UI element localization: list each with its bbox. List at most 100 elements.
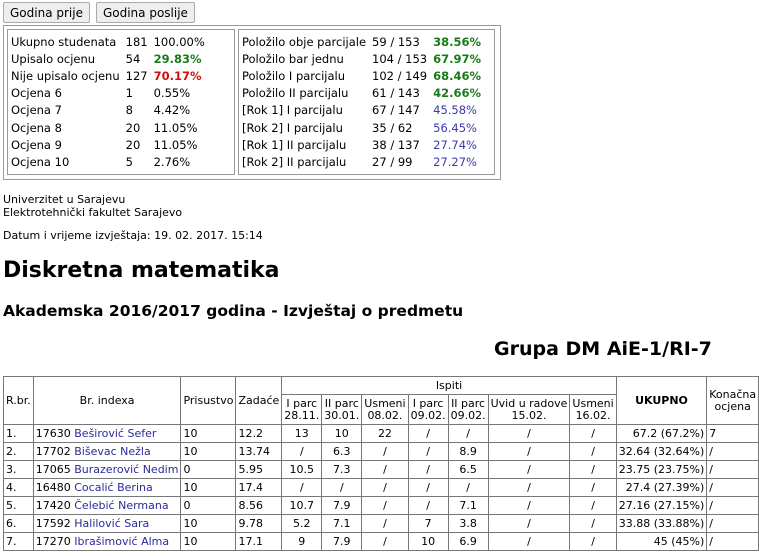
stat-label: Položilo II parcijalu — [242, 86, 349, 101]
cell-exam: / — [487, 514, 571, 533]
student-name-link[interactable]: Čelebić Nermana — [74, 499, 169, 512]
student-name-link[interactable]: Halilović Sara — [74, 517, 150, 530]
previous-year-button[interactable]: Godina prije — [3, 2, 90, 23]
stat-count: 1 — [125, 86, 133, 101]
exam-date: 15.02. — [511, 408, 547, 422]
cell-student: 17592 Halilović Sara — [32, 514, 182, 533]
stat-row: Ocjena 10 5 2.76% — [8, 153, 208, 170]
course-title: Diskretna matematika — [3, 258, 280, 283]
student-name-link[interactable]: Burazerović Nedim — [74, 463, 179, 476]
cell-exam: / — [321, 478, 363, 497]
stat-row: Položilo I parcijalu 102 / 149 68.46% — [239, 67, 484, 84]
cell-rbr: 1. — [3, 424, 34, 443]
grade-statistics: Ukupno studenata 181 100.00% Upisalo ocjenu… — [7, 29, 235, 175]
stat-count: 54 — [125, 51, 141, 66]
stat-percent: 68.46% — [433, 68, 482, 83]
cell-student: 17270 Ibrašimović Alma — [32, 532, 182, 551]
stat-count: 27 / 99 — [372, 154, 413, 169]
cell-student: 17630 Beširović Sefer — [32, 424, 182, 443]
cell-exam: / — [281, 478, 323, 497]
cell-rbr: 2. — [3, 442, 34, 461]
cell-final-grade: / — [706, 478, 759, 497]
year-navigation: Godina prije Godina poslije — [3, 2, 201, 23]
exam-statistics: Položilo obje parcijale 59 / 153 38.56% Pol… — [238, 29, 495, 175]
cell-exam: 3.8 — [447, 514, 489, 533]
cell-exam: / — [487, 532, 571, 551]
stat-count: 61 / 143 — [372, 86, 420, 101]
stat-row: Položilo bar jednu 104 / 153 67.97% — [239, 50, 484, 67]
cell-total: 27.16 (27.15%) — [615, 496, 708, 515]
stat-label: Nije upisalo ocjenu — [11, 68, 120, 83]
stat-row: Položilo II parcijalu 61 / 143 42.66% — [239, 85, 484, 102]
stat-label: Ocjena 6 — [11, 86, 62, 101]
student-name-link[interactable]: Cocalić Berina — [74, 481, 153, 494]
cell-exam: 9 — [281, 532, 323, 551]
cell-exam: 10 — [321, 424, 363, 443]
cell-exam: / — [361, 532, 409, 551]
stat-label: Ocjena 9 — [11, 137, 62, 152]
cell-exam: 7.1 — [447, 496, 489, 515]
cell-total: 32.64 (32.64%) — [615, 442, 708, 461]
stat-row: [Rok 1] II parcijalu 38 / 137 27.74% — [239, 136, 484, 153]
exam-name: I parc — [412, 396, 444, 410]
cell-exam: / — [569, 442, 617, 461]
stat-count: 5 — [125, 154, 133, 169]
student-name-link[interactable]: Beširović Sefer — [74, 427, 157, 440]
cell-final-grade: 7 — [706, 424, 759, 443]
exam-name: Usmeni — [364, 396, 406, 410]
cell-attendance: 0 — [180, 460, 237, 479]
stat-percent: 27.27% — [433, 154, 477, 169]
exam-name: II parc — [451, 396, 486, 410]
cell-exam: 6.5 — [447, 460, 489, 479]
stat-count: 20 — [125, 137, 141, 152]
header-exams: Ispiti — [281, 376, 617, 395]
stat-count: 127 — [125, 68, 148, 83]
cell-exam: 6.3 — [321, 442, 363, 461]
cell-rbr: 7. — [3, 532, 34, 551]
cell-total: 27.4 (27.39%) — [615, 478, 708, 497]
student-index: 17702 — [35, 445, 71, 458]
stat-row: Ocjena 9 20 11.05% — [8, 136, 208, 153]
stat-row: Ocjena 7 8 4.42% — [8, 102, 208, 119]
stat-row: [Rok 2] II parcijalu 27 / 99 27.27% — [239, 153, 484, 170]
group-title: Grupa DM AiE-1/RI-7 — [494, 338, 712, 360]
cell-exam: / — [361, 442, 409, 461]
next-year-button[interactable]: Godina poslije — [95, 2, 195, 23]
student-index: 17420 — [35, 499, 71, 512]
cell-homework: 13.74 — [235, 442, 283, 461]
table-row: 2. 17702 Biševac Nežla 10 13.74/6.3//8.9//3… — [3, 442, 759, 461]
stat-row: [Rok 1] I parcijalu 67 / 147 45.58% — [239, 102, 484, 119]
cell-total: 33.88 (33.88%) — [615, 514, 708, 533]
faculty-name: Elektrotehnički fakultet Sarajevo — [3, 206, 183, 219]
cell-exam: / — [569, 424, 617, 443]
stat-row: Ocjena 6 1 0.55% — [8, 85, 208, 102]
stat-count: 38 / 137 — [372, 137, 420, 152]
student-name-link[interactable]: Ibrašimović Alma — [74, 535, 170, 548]
cell-final-grade: / — [706, 532, 759, 551]
cell-total: 45 (45%) — [615, 532, 708, 551]
cell-exam: / — [569, 496, 617, 515]
cell-exam: 7.1 — [321, 514, 363, 533]
stat-label: [Rok 2] II parcijalu — [242, 154, 347, 169]
student-name-link[interactable]: Biševac Nežla — [74, 445, 151, 458]
exam-header: I parc 28.11. — [281, 394, 323, 425]
cell-exam: / — [361, 514, 409, 533]
exam-header: II parc 30.01. — [321, 394, 363, 425]
cell-rbr: 6. — [3, 514, 34, 533]
stat-count: 104 / 153 — [372, 51, 428, 66]
header-attendance: Prisustvo — [180, 376, 237, 425]
cell-exam: / — [569, 478, 617, 497]
exam-name: I parc — [286, 396, 318, 410]
cell-exam: / — [447, 478, 489, 497]
stat-label: Ukupno studenata — [11, 34, 117, 49]
stat-percent: 56.45% — [433, 120, 477, 135]
stat-count: 35 / 62 — [372, 120, 413, 135]
stat-percent: 4.42% — [153, 103, 191, 118]
cell-homework: 17.4 — [235, 478, 283, 497]
exam-header: Usmeni 08.02. — [361, 394, 409, 425]
cell-exam: / — [487, 460, 571, 479]
stat-percent: 2.76% — [153, 154, 191, 169]
stat-row: Ukupno studenata 181 100.00% — [8, 33, 208, 50]
stat-percent: 11.05% — [153, 120, 198, 135]
student-index: 17592 — [35, 517, 71, 530]
